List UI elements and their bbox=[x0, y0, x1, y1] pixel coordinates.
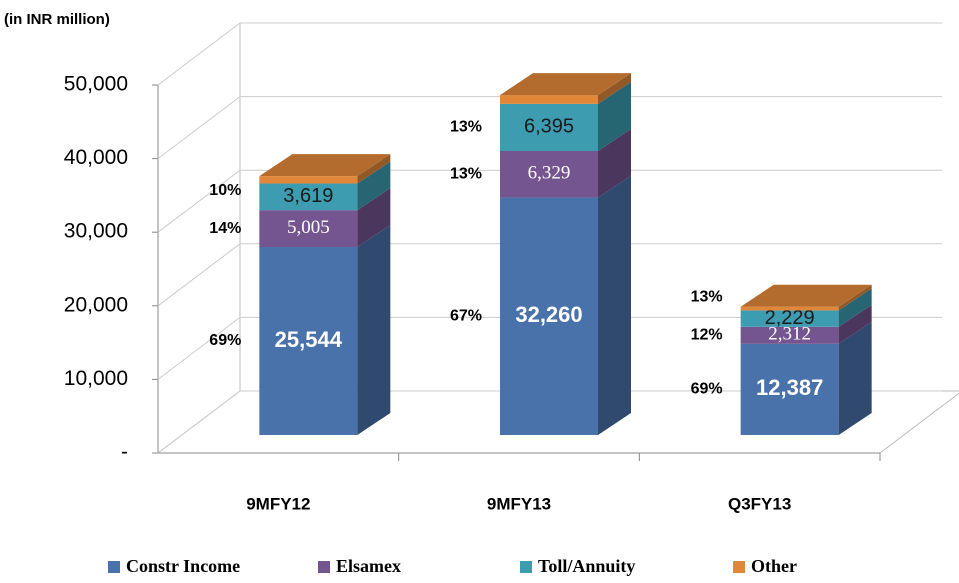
grid-line bbox=[157, 390, 942, 454]
grid-line bbox=[157, 96, 942, 159]
bar-side bbox=[838, 321, 872, 435]
data-label: 5,005 bbox=[287, 217, 330, 238]
bar-front bbox=[259, 183, 358, 211]
bar-side bbox=[838, 304, 872, 344]
data-label: 2,229 bbox=[765, 307, 815, 329]
share-label: 69% bbox=[691, 381, 723, 398]
bar-top bbox=[259, 154, 391, 177]
y-tick-label: - bbox=[121, 441, 128, 464]
bar-front bbox=[740, 326, 839, 344]
bar-side bbox=[598, 81, 631, 151]
share-label: 67% bbox=[450, 308, 482, 325]
bar-side bbox=[838, 288, 872, 327]
x-tick-label: Q3FY13 bbox=[728, 494, 791, 513]
share-label: 13% bbox=[450, 119, 482, 136]
x-tick-label: 9MFY13 bbox=[487, 494, 551, 513]
data-label: 32,260 bbox=[515, 302, 582, 327]
y-tick-label: 30,000 bbox=[64, 220, 128, 243]
bar-front bbox=[259, 246, 358, 435]
bar-front bbox=[500, 103, 598, 151]
bar-front bbox=[500, 197, 598, 435]
legend-label: Elsamex bbox=[336, 556, 401, 576]
bar-side bbox=[357, 224, 391, 435]
share-label: 69% bbox=[209, 332, 241, 349]
share-label: 13% bbox=[691, 289, 723, 306]
y-tick-label: 20,000 bbox=[64, 293, 128, 316]
bar-front bbox=[740, 306, 839, 311]
bar-front bbox=[740, 310, 839, 327]
data-label: 12,387 bbox=[756, 375, 823, 400]
bar-side bbox=[598, 73, 631, 104]
y-tick-label: 50,000 bbox=[64, 73, 128, 96]
bar-front bbox=[259, 176, 358, 184]
bar-side bbox=[838, 284, 872, 311]
data-label: 6,395 bbox=[524, 116, 574, 138]
legend-swatch bbox=[318, 561, 330, 573]
bar-side bbox=[357, 188, 391, 247]
data-label: 3,619 bbox=[283, 185, 333, 207]
y-tick-label: 40,000 bbox=[64, 146, 128, 169]
grid-line bbox=[157, 22, 942, 86]
y-tick-label: 10,000 bbox=[64, 367, 128, 390]
bar-front bbox=[500, 95, 598, 104]
bar-side bbox=[598, 175, 631, 435]
chart-title: (in INR million) bbox=[4, 11, 110, 28]
grid-line bbox=[157, 243, 942, 307]
bar-side bbox=[598, 128, 631, 198]
legend-label: Constr Income bbox=[126, 556, 240, 576]
share-label: 13% bbox=[450, 165, 482, 182]
legend-swatch bbox=[108, 561, 120, 573]
data-label: 2,312 bbox=[768, 324, 811, 345]
bar-side bbox=[357, 154, 391, 184]
legend-swatch bbox=[733, 561, 745, 573]
bar-front bbox=[259, 210, 358, 247]
bar-front bbox=[740, 343, 839, 435]
grid-line bbox=[157, 316, 942, 380]
share-label: 12% bbox=[691, 327, 723, 344]
bar-top bbox=[500, 73, 631, 96]
x-tick-label: 9MFY12 bbox=[246, 494, 310, 513]
grid-line bbox=[157, 169, 942, 233]
share-label: 10% bbox=[209, 182, 241, 199]
data-label: 25,544 bbox=[275, 327, 343, 352]
legend-swatch bbox=[520, 561, 532, 573]
bar-front bbox=[500, 150, 598, 198]
bar-side bbox=[357, 161, 391, 211]
legend-label: Other bbox=[751, 556, 797, 576]
bar-top bbox=[740, 284, 872, 307]
data-label: 6,329 bbox=[528, 163, 571, 184]
legend-label: Toll/Annuity bbox=[538, 556, 635, 576]
share-label: 14% bbox=[209, 220, 241, 237]
